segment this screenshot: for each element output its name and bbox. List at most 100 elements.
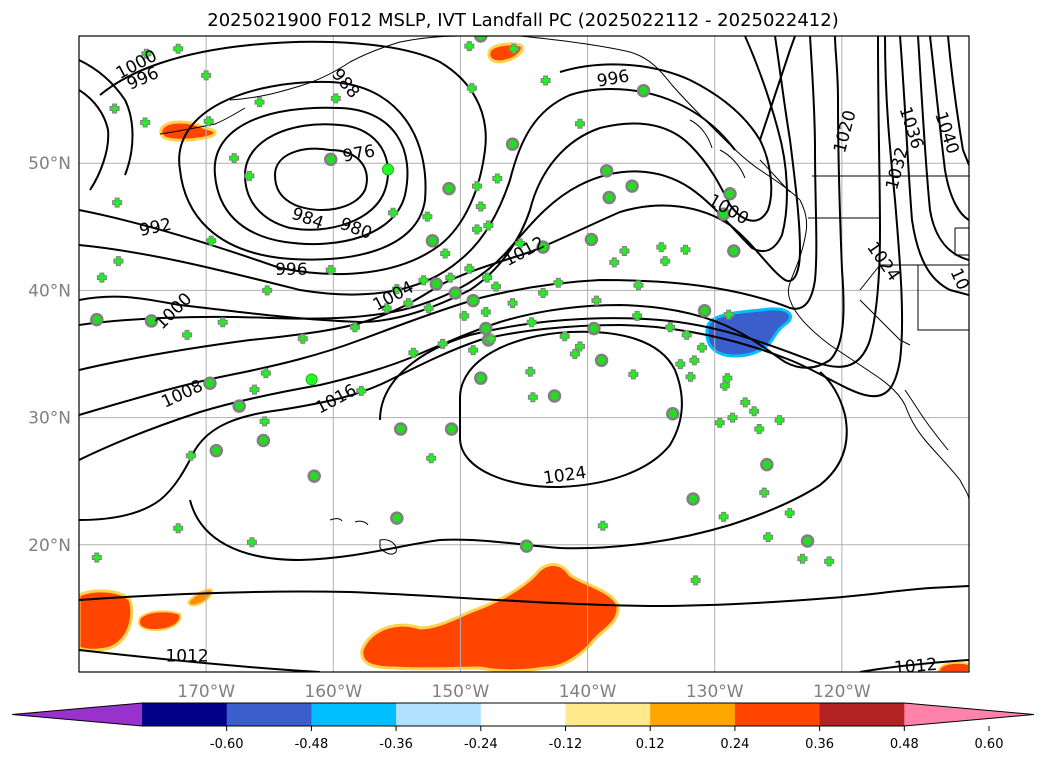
- colorbar-tick-label: 0.36: [805, 737, 834, 752]
- station-plus-marker: [96, 272, 107, 283]
- station-plus-marker: [391, 284, 402, 295]
- station-plus-marker: [714, 417, 725, 428]
- station-plus-marker: [330, 93, 341, 104]
- station-plus-marker: [141, 48, 152, 59]
- station-plus-marker: [109, 103, 120, 114]
- station-plus-marker: [697, 342, 707, 353]
- station-plus-marker: [485, 333, 496, 344]
- isobar-ne-1040: [947, 36, 969, 166]
- station-plus-marker: [740, 397, 751, 408]
- station-circle-marker: [474, 371, 488, 385]
- station-plus-marker: [718, 511, 729, 522]
- station-circle-marker: [536, 240, 550, 254]
- isobar-1016-south: [79, 649, 321, 672]
- colorbar-segment: [226, 703, 312, 726]
- station-plus-marker: [91, 552, 102, 563]
- station-circle-marker: [547, 389, 562, 403]
- contour-label: 1012: [165, 646, 208, 666]
- isobar-1020-loop: [189, 371, 848, 562]
- station-plus-marker: [681, 329, 692, 340]
- station-plus-marker: [173, 43, 184, 54]
- station-circle-marker: [90, 312, 104, 327]
- station-plus-marker: [206, 235, 217, 246]
- station-circle-marker: [727, 244, 741, 258]
- station-plus-marker: [471, 181, 482, 192]
- station-circle-marker: [723, 186, 737, 201]
- isobar-ne-1032: [917, 36, 969, 261]
- station-circle-marker: [256, 433, 271, 448]
- station-plus-marker: [483, 220, 494, 231]
- isobar-976: [273, 147, 368, 211]
- colorbar-extend-max: [904, 703, 1034, 726]
- isobar-1012: [79, 36, 818, 416]
- isobar-1020: [79, 36, 904, 521]
- station-plus-marker: [437, 338, 448, 349]
- colorbar-tick-label: 0.48: [890, 737, 919, 752]
- isobar-1008: [79, 36, 802, 371]
- station-plus-marker: [297, 333, 308, 344]
- station-plus-marker: [680, 244, 691, 255]
- station-circle-marker: [584, 232, 599, 247]
- stations: [90, 36, 835, 586]
- station-plus-marker: [538, 287, 549, 298]
- contour-label: 996: [275, 260, 307, 280]
- station-plus-marker: [445, 272, 456, 283]
- colorbar-segment: [565, 703, 651, 726]
- latitude-labels: 50°N 40°N 30°N 20°N: [28, 154, 71, 556]
- station-plus-marker: [525, 366, 536, 377]
- isobar-ne-1028: [899, 36, 969, 296]
- station-plus-marker: [690, 575, 701, 586]
- colorbar-tick-label: -0.60: [210, 737, 244, 752]
- isobar-996: [79, 88, 736, 296]
- shade-positive-southeast: [936, 661, 969, 672]
- coast-baja: [904, 389, 949, 451]
- station-circle-marker: [686, 492, 700, 506]
- station-plus-marker: [559, 331, 570, 342]
- isobar-1020-south: [79, 585, 969, 608]
- station-circle-marker: [442, 181, 456, 196]
- lon-label: 150°W: [432, 682, 490, 702]
- station-plus-marker: [508, 43, 519, 54]
- station-green-marker: [381, 163, 394, 176]
- station-plus-marker: [619, 245, 630, 256]
- colorbar-segment: [734, 703, 821, 726]
- coast-aleutian-chain: [159, 107, 246, 135]
- station-plus-marker: [574, 341, 585, 352]
- station-circle-marker: [393, 422, 408, 436]
- station-plus-marker: [656, 242, 667, 253]
- station-circle-marker: [760, 457, 774, 472]
- map-frame: [78, 35, 970, 673]
- station-circle-marker: [144, 314, 159, 328]
- station-plus-marker: [763, 532, 774, 543]
- coast-west-us: [787, 199, 969, 501]
- station-plus-marker: [182, 329, 193, 340]
- colorbar-tick-label: 0.12: [636, 737, 665, 752]
- colorbar-segment: [311, 703, 397, 726]
- station-circle-marker: [429, 277, 444, 291]
- station-circle-marker: [666, 407, 680, 421]
- colorbar-tick-label: -0.48: [295, 737, 329, 752]
- isobar-988: [178, 80, 427, 261]
- station-plus-marker: [574, 118, 585, 129]
- isobar-1016: [79, 36, 845, 461]
- shade-positive-south-west: [79, 589, 134, 652]
- isobar-984: [213, 106, 409, 246]
- station-plus-marker: [609, 257, 620, 268]
- station-plus-marker: [466, 83, 477, 94]
- station-plus-marker: [203, 116, 214, 127]
- station-plus-marker: [727, 412, 738, 423]
- station-circle-marker: [390, 511, 404, 525]
- station-plus-marker: [774, 415, 785, 426]
- colorbar-tick-label: 0.24: [720, 737, 749, 752]
- station-circle-marker: [697, 304, 712, 318]
- station-circle-marker: [323, 152, 338, 167]
- isobar-992: [79, 40, 487, 275]
- station-plus-marker: [173, 523, 184, 534]
- station-plus-marker: [685, 371, 696, 382]
- lon-label: 140°W: [559, 682, 617, 702]
- station-plus-marker: [112, 197, 123, 208]
- isobar-1000-ne: [759, 36, 796, 141]
- colorbar-tick-label: -0.12: [549, 737, 583, 752]
- station-plus-marker: [824, 556, 835, 567]
